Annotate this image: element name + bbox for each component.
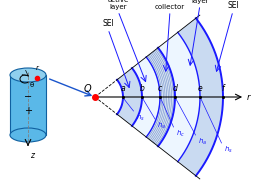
Text: collector: collector <box>155 4 185 10</box>
Polygon shape <box>132 57 160 137</box>
Text: $h_c$: $h_c$ <box>175 129 184 139</box>
Text: r: r <box>36 65 38 71</box>
Text: −: − <box>24 92 32 102</box>
Text: $h_s$: $h_s$ <box>223 145 232 155</box>
Ellipse shape <box>10 68 46 82</box>
Text: b: b <box>140 84 144 93</box>
Text: active
layer: active layer <box>107 0 129 10</box>
Text: $h_a$: $h_a$ <box>198 137 207 147</box>
Text: active
layer: active layer <box>189 0 211 4</box>
Text: $h_a$: $h_a$ <box>157 121 166 131</box>
Text: e: e <box>198 84 202 93</box>
Text: c: c <box>158 84 162 93</box>
Polygon shape <box>158 32 200 162</box>
Text: r: r <box>247 92 251 101</box>
Text: SEI: SEI <box>102 19 114 28</box>
Text: a: a <box>121 84 125 93</box>
Text: SEI: SEI <box>227 1 239 10</box>
Text: θ: θ <box>30 82 34 88</box>
Bar <box>10 75 46 135</box>
Polygon shape <box>117 68 142 126</box>
Text: f: f <box>222 84 224 93</box>
Polygon shape <box>146 48 175 146</box>
Ellipse shape <box>10 128 46 142</box>
Text: z: z <box>30 151 34 160</box>
Text: d: d <box>173 84 178 93</box>
Text: O: O <box>83 84 91 94</box>
Text: $h_s$: $h_s$ <box>135 113 144 123</box>
Text: +: + <box>24 106 32 116</box>
Polygon shape <box>178 18 223 176</box>
